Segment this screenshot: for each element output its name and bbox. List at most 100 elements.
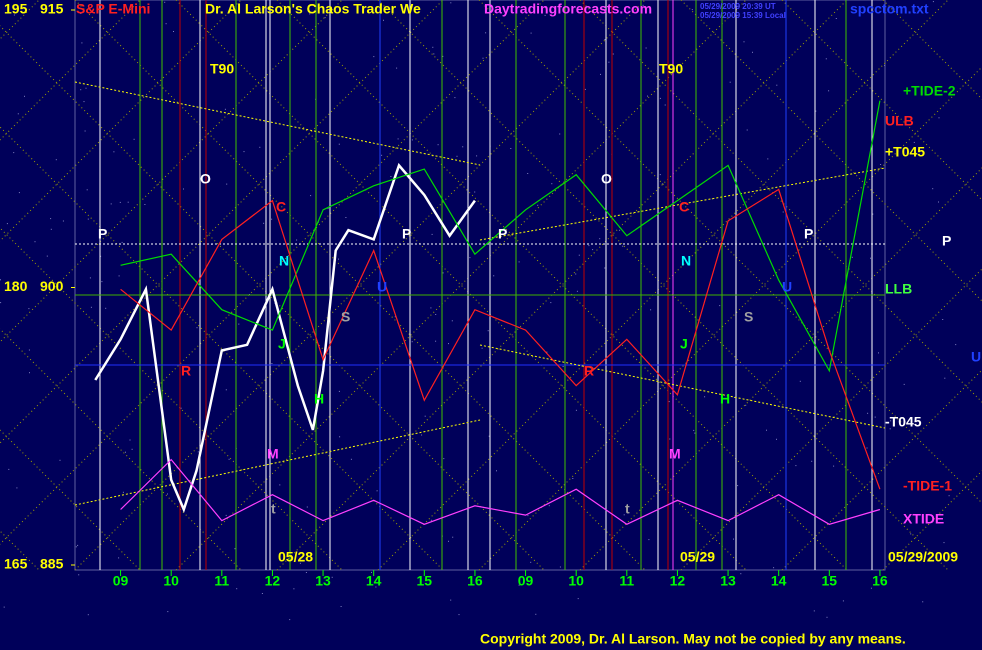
star bbox=[622, 245, 624, 247]
star bbox=[572, 478, 574, 479]
star bbox=[432, 46, 434, 48]
star bbox=[795, 465, 797, 467]
star bbox=[535, 613, 537, 615]
star bbox=[338, 258, 339, 260]
marker: t bbox=[625, 501, 630, 517]
star bbox=[131, 7, 133, 9]
star bbox=[691, 9, 693, 11]
star bbox=[527, 515, 529, 517]
marker: P bbox=[804, 226, 813, 242]
star bbox=[55, 159, 57, 161]
star bbox=[345, 217, 347, 218]
marker: U bbox=[782, 279, 792, 295]
marker: H bbox=[720, 391, 730, 407]
star bbox=[86, 189, 88, 191]
marker: R bbox=[181, 363, 191, 379]
star bbox=[118, 275, 120, 277]
star bbox=[694, 432, 696, 434]
x-tick-label: 13 bbox=[315, 573, 331, 589]
star bbox=[261, 593, 263, 594]
star bbox=[944, 377, 946, 379]
marker: P bbox=[98, 226, 107, 242]
star bbox=[575, 409, 577, 411]
marker: M bbox=[267, 446, 279, 462]
star bbox=[448, 540, 449, 542]
star bbox=[588, 245, 590, 247]
star bbox=[878, 352, 879, 354]
star bbox=[271, 218, 273, 220]
star bbox=[828, 90, 830, 92]
star bbox=[87, 218, 89, 220]
star bbox=[396, 67, 398, 69]
star bbox=[826, 616, 828, 618]
y2-tick-label: 915 bbox=[40, 1, 64, 17]
star bbox=[788, 255, 790, 257]
star bbox=[243, 151, 245, 153]
series-label: XTIDE bbox=[903, 511, 944, 527]
star bbox=[530, 32, 532, 34]
star bbox=[133, 138, 135, 140]
y2-tick-label: 885 bbox=[40, 556, 64, 572]
star bbox=[842, 600, 844, 602]
marker: O bbox=[601, 171, 612, 187]
star bbox=[544, 14, 546, 16]
star bbox=[872, 213, 874, 215]
star bbox=[89, 277, 91, 279]
star bbox=[77, 544, 79, 546]
star bbox=[482, 57, 484, 59]
x-tick-label: 09 bbox=[518, 573, 534, 589]
marker: C bbox=[276, 199, 286, 215]
series-line bbox=[120, 188, 881, 490]
star bbox=[309, 13, 311, 15]
star bbox=[942, 319, 944, 320]
star bbox=[224, 108, 226, 110]
star bbox=[340, 606, 342, 607]
star bbox=[173, 31, 174, 32]
star bbox=[782, 211, 784, 213]
star bbox=[537, 204, 539, 206]
star bbox=[870, 257, 871, 259]
x-tick-label: 15 bbox=[417, 573, 433, 589]
star bbox=[510, 148, 512, 149]
star bbox=[118, 557, 120, 559]
star bbox=[101, 281, 103, 283]
star bbox=[34, 241, 36, 243]
marker: U bbox=[971, 349, 981, 365]
y-tick-label: 195 bbox=[4, 1, 28, 17]
star bbox=[165, 23, 167, 25]
star bbox=[430, 519, 432, 521]
x-tick-label: 12 bbox=[670, 573, 686, 589]
date-label: 05/28 bbox=[278, 549, 313, 565]
star bbox=[645, 47, 647, 49]
star bbox=[50, 228, 52, 230]
marker: P bbox=[402, 226, 411, 242]
star bbox=[704, 396, 706, 398]
star bbox=[289, 619, 291, 621]
star bbox=[430, 307, 432, 309]
star bbox=[746, 129, 748, 131]
star bbox=[851, 256, 853, 258]
star bbox=[167, 493, 168, 495]
star bbox=[83, 101, 85, 103]
star bbox=[225, 389, 227, 391]
x-tick-label: 09 bbox=[113, 573, 129, 589]
star bbox=[381, 154, 383, 156]
star bbox=[59, 459, 61, 461]
star bbox=[462, 146, 464, 148]
star bbox=[228, 458, 230, 460]
star bbox=[144, 204, 146, 205]
star bbox=[113, 151, 115, 153]
marker: C bbox=[679, 199, 689, 215]
star bbox=[938, 201, 939, 203]
star bbox=[411, 139, 413, 141]
date-label: 05/29 bbox=[680, 549, 715, 565]
star bbox=[890, 420, 892, 422]
star bbox=[183, 188, 184, 190]
level-label: LLB bbox=[885, 281, 912, 297]
star bbox=[164, 1, 166, 3]
star bbox=[394, 316, 396, 318]
star bbox=[833, 465, 835, 467]
star bbox=[16, 487, 18, 489]
star bbox=[127, 201, 129, 203]
